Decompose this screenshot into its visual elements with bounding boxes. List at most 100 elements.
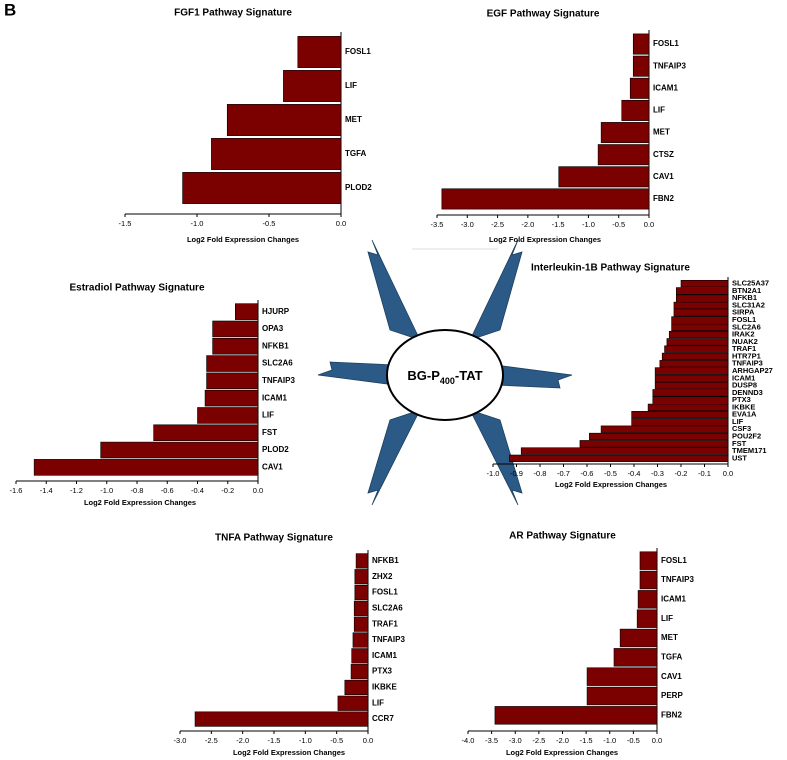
- x-tick-label: -0.4: [628, 469, 641, 478]
- x-tick-label: -1.5: [268, 736, 281, 745]
- bar: [337, 695, 369, 711]
- category-label: IKBKE: [372, 683, 398, 692]
- category-label: FOSL1: [372, 588, 398, 597]
- category-label: CSF3: [732, 424, 751, 433]
- x-tick-label: -1.5: [552, 220, 565, 229]
- x-tick-label: -2.5: [205, 736, 218, 745]
- category-label: PTX3: [732, 395, 751, 404]
- x-tick-label: -0.6: [161, 486, 174, 495]
- bar: [621, 99, 650, 121]
- bar: [652, 389, 729, 397]
- category-label: LIF: [661, 614, 673, 623]
- category-label: CAV1: [661, 672, 682, 681]
- bar: [600, 425, 729, 433]
- category-label: FBN2: [653, 194, 674, 203]
- bar: [353, 600, 369, 616]
- panel-label: B: [4, 0, 16, 19]
- x-tick-label: 0.0: [363, 736, 373, 745]
- category-label: TMEM171: [732, 446, 767, 455]
- x-tick-label: -3.5: [485, 736, 498, 745]
- x-tick-label: -3.0: [461, 220, 474, 229]
- category-label: EVA1A: [732, 410, 757, 419]
- bar: [355, 553, 369, 569]
- bar: [353, 616, 369, 632]
- bar: [652, 396, 729, 404]
- x-tick-label: 0.0: [652, 736, 662, 745]
- x-tick-label: -0.8: [131, 486, 144, 495]
- category-label: NFKB1: [372, 556, 399, 565]
- bar: [520, 447, 729, 455]
- category-label: IKBKE: [732, 402, 755, 411]
- spike: [367, 239, 421, 341]
- x-tick-label: -0.1: [698, 469, 711, 478]
- bar: [212, 320, 259, 338]
- x-tick-label: -1.0: [582, 220, 595, 229]
- spike: [469, 409, 523, 506]
- category-label: FBN2: [661, 710, 682, 719]
- bar: [659, 360, 729, 368]
- spike: [469, 239, 523, 341]
- x-tick-label: -0.5: [612, 220, 625, 229]
- spike: [367, 409, 421, 506]
- center-label: BG-P400-TAT: [407, 368, 482, 386]
- bar: [297, 36, 342, 68]
- x-tick-label: -0.6: [581, 469, 594, 478]
- x-tick-label: -0.7: [557, 469, 570, 478]
- category-label: POU2F2: [732, 432, 761, 441]
- chart-title: FGF1 Pathway Signature: [174, 8, 292, 19]
- category-label: MET: [661, 633, 678, 642]
- category-label: FOSL1: [661, 556, 687, 565]
- bar: [619, 628, 658, 648]
- category-label: FOSL1: [732, 315, 756, 324]
- category-label: BTN2A1: [732, 286, 761, 295]
- category-label: LIF: [345, 81, 357, 90]
- x-axis-label: Log2 Fold Expression Changes: [489, 235, 601, 244]
- category-label: SLC2A6: [262, 359, 293, 368]
- category-label: TNFAIP3: [653, 61, 686, 70]
- category-label: NFKB1: [732, 293, 757, 302]
- bar: [194, 711, 369, 727]
- category-label: PTX3: [372, 667, 393, 676]
- x-tick-label: -1.4: [40, 486, 53, 495]
- category-label: MET: [345, 115, 362, 124]
- x-tick-label: 0.0: [253, 486, 263, 495]
- category-label: TGFA: [661, 652, 683, 661]
- category-label: FST: [732, 439, 747, 448]
- bar: [352, 632, 369, 648]
- category-label: TRAF1: [732, 344, 756, 353]
- spike: [317, 361, 396, 386]
- x-tick-label: 0.0: [644, 220, 654, 229]
- bar: [654, 374, 729, 382]
- bar: [283, 70, 342, 102]
- category-label: FOSL1: [653, 39, 679, 48]
- center-label-part: BG-P: [407, 368, 440, 383]
- x-tick-label: -1.0: [191, 219, 204, 228]
- bar: [654, 381, 729, 390]
- bar: [647, 403, 729, 412]
- bar: [666, 338, 729, 346]
- x-axis-label: Log2 Fold Expression Changes: [555, 480, 667, 489]
- x-tick-label: 0.0: [723, 469, 733, 478]
- category-label: LIF: [732, 417, 744, 426]
- category-label: NFKB1: [262, 341, 289, 350]
- category-label: SLC2A6: [372, 603, 403, 612]
- bar: [673, 301, 729, 310]
- x-tick-label: -1.5: [119, 219, 132, 228]
- bar: [351, 648, 369, 664]
- category-label: UST: [732, 453, 747, 462]
- x-tick-label: -1.0: [487, 469, 500, 478]
- chart-title: EGF Pathway Signature: [487, 9, 600, 20]
- bar: [350, 664, 369, 680]
- category-label: PLOD2: [345, 183, 372, 192]
- bar: [639, 570, 658, 590]
- bar: [668, 330, 729, 339]
- category-label: CAV1: [653, 172, 674, 181]
- spikes: [317, 239, 573, 506]
- chart-title: Interleukin-1B Pathway Signature: [531, 263, 690, 274]
- bar: [629, 77, 650, 99]
- bar: [671, 316, 729, 324]
- category-label: PERP: [661, 691, 683, 700]
- x-tick-label: -1.0: [100, 486, 113, 495]
- x-tick-label: -2.0: [521, 220, 534, 229]
